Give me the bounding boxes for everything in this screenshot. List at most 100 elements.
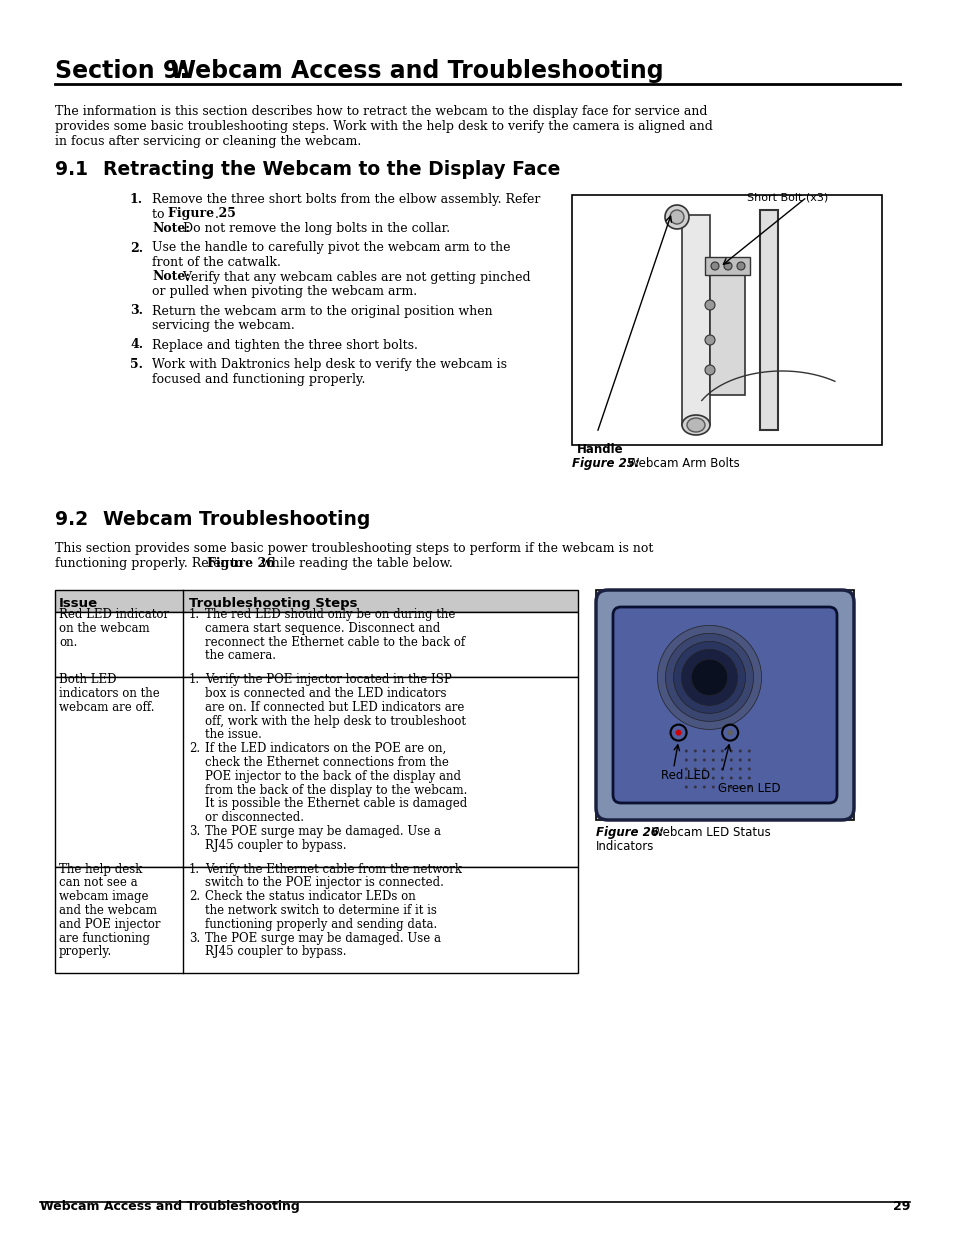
- Text: while reading the table below.: while reading the table below.: [257, 557, 453, 569]
- Text: front of the catwalk.: front of the catwalk.: [152, 256, 280, 269]
- Circle shape: [680, 650, 737, 705]
- Bar: [55, 867, 578, 973]
- Circle shape: [684, 785, 687, 788]
- Bar: [760, 210, 778, 430]
- Text: 2.: 2.: [189, 890, 200, 903]
- Text: from the back of the display to the webcam.: from the back of the display to the webc…: [205, 783, 467, 797]
- Circle shape: [704, 335, 714, 345]
- Text: Webcam Arm Bolts: Webcam Arm Bolts: [623, 457, 739, 471]
- Text: can not see a: can not see a: [59, 877, 137, 889]
- Text: Red LED indicator: Red LED indicator: [59, 608, 169, 621]
- Text: 29: 29: [892, 1200, 909, 1213]
- Circle shape: [720, 777, 723, 779]
- Text: Section 9:: Section 9:: [55, 59, 189, 83]
- Bar: [704, 257, 749, 275]
- Circle shape: [702, 758, 705, 762]
- Text: off, work with the help desk to troubleshoot: off, work with the help desk to troubles…: [205, 715, 465, 727]
- Circle shape: [729, 785, 732, 788]
- Text: 3.: 3.: [189, 931, 200, 945]
- Circle shape: [693, 767, 696, 771]
- Circle shape: [720, 758, 723, 762]
- Text: Note:: Note:: [152, 270, 190, 284]
- Text: It is possible the Ethernet cable is damaged: It is possible the Ethernet cable is dam…: [205, 798, 467, 810]
- Text: in focus after servicing or cleaning the webcam.: in focus after servicing or cleaning the…: [55, 135, 361, 148]
- Text: and the webcam: and the webcam: [59, 904, 157, 918]
- Circle shape: [738, 758, 741, 762]
- Circle shape: [711, 785, 714, 788]
- Circle shape: [664, 205, 688, 228]
- Text: This section provides some basic power troubleshooting steps to perform if the w: This section provides some basic power t…: [55, 542, 653, 555]
- Text: Webcam Access and Troubleshooting: Webcam Access and Troubleshooting: [170, 59, 663, 83]
- Text: camera start sequence. Disconnect and: camera start sequence. Disconnect and: [205, 621, 439, 635]
- Text: switch to the POE injector is connected.: switch to the POE injector is connected.: [205, 877, 443, 889]
- Text: webcam are off.: webcam are off.: [59, 700, 154, 714]
- Text: The POE surge may be damaged. Use a: The POE surge may be damaged. Use a: [205, 825, 440, 839]
- Circle shape: [738, 785, 741, 788]
- Bar: [55, 590, 578, 613]
- Text: RJ45 coupler to bypass.: RJ45 coupler to bypass.: [205, 946, 346, 958]
- Text: check the Ethernet connections from the: check the Ethernet connections from the: [205, 756, 449, 769]
- Circle shape: [702, 777, 705, 779]
- Circle shape: [704, 366, 714, 375]
- Circle shape: [711, 750, 714, 752]
- Text: Work with Daktronics help desk to verify the webcam is: Work with Daktronics help desk to verify…: [152, 358, 506, 370]
- Circle shape: [720, 767, 723, 771]
- Text: 2.: 2.: [189, 742, 200, 755]
- Circle shape: [711, 767, 714, 771]
- Text: Figure 26: Figure 26: [207, 557, 274, 569]
- Circle shape: [711, 758, 714, 762]
- Circle shape: [710, 262, 719, 270]
- Text: 3.: 3.: [189, 825, 200, 839]
- Text: 9.2: 9.2: [55, 510, 88, 529]
- Circle shape: [738, 767, 741, 771]
- Text: Verify that any webcam cables are not getting pinched: Verify that any webcam cables are not ge…: [179, 270, 530, 284]
- Text: 3.: 3.: [130, 305, 143, 317]
- Text: are functioning: are functioning: [59, 931, 150, 945]
- Circle shape: [675, 730, 680, 736]
- Text: Verify the POE injector located in the ISP: Verify the POE injector located in the I…: [205, 673, 452, 687]
- Circle shape: [726, 730, 733, 736]
- Text: focused and functioning properly.: focused and functioning properly.: [152, 373, 365, 385]
- FancyBboxPatch shape: [596, 590, 853, 820]
- Text: webcam image: webcam image: [59, 890, 149, 903]
- Text: Webcam Access and Troubleshooting: Webcam Access and Troubleshooting: [40, 1200, 299, 1213]
- Circle shape: [747, 785, 750, 788]
- Text: reconnect the Ethernet cable to the back of: reconnect the Ethernet cable to the back…: [205, 636, 465, 648]
- Circle shape: [702, 767, 705, 771]
- Circle shape: [673, 641, 744, 714]
- Text: to: to: [152, 207, 169, 221]
- Text: Note:: Note:: [152, 222, 190, 235]
- Text: Retracting the Webcam to the Display Face: Retracting the Webcam to the Display Fac…: [103, 161, 559, 179]
- Circle shape: [729, 758, 732, 762]
- Bar: [709, 275, 744, 395]
- Circle shape: [702, 750, 705, 752]
- Text: The POE surge may be damaged. Use a: The POE surge may be damaged. Use a: [205, 931, 440, 945]
- Text: functioning properly and sending data.: functioning properly and sending data.: [205, 918, 436, 931]
- Text: are on. If connected but LED indicators are: are on. If connected but LED indicators …: [205, 700, 464, 714]
- Text: the network switch to determine if it is: the network switch to determine if it is: [205, 904, 436, 918]
- Text: Replace and tighten the three short bolts.: Replace and tighten the three short bolt…: [152, 338, 417, 352]
- Circle shape: [669, 210, 683, 224]
- Text: Indicators: Indicators: [596, 840, 654, 853]
- Text: If the LED indicators on the POE are on,: If the LED indicators on the POE are on,: [205, 742, 446, 755]
- Text: The red LED should only be on during the: The red LED should only be on during the: [205, 608, 455, 621]
- Text: or pulled when pivoting the webcam arm.: or pulled when pivoting the webcam arm.: [152, 285, 416, 298]
- Circle shape: [693, 758, 696, 762]
- Circle shape: [729, 750, 732, 752]
- Text: The information is this section describes how to retract the webcam to the displ: The information is this section describe…: [55, 105, 707, 119]
- Circle shape: [684, 750, 687, 752]
- Text: Green LED: Green LED: [718, 782, 780, 794]
- Text: Webcam LED Status: Webcam LED Status: [647, 826, 770, 839]
- Circle shape: [738, 750, 741, 752]
- Circle shape: [684, 777, 687, 779]
- Circle shape: [747, 750, 750, 752]
- Circle shape: [693, 750, 696, 752]
- Circle shape: [738, 777, 741, 779]
- Text: POE injector to the back of the display and: POE injector to the back of the display …: [205, 769, 460, 783]
- Text: Use the handle to carefully pivot the webcam arm to the: Use the handle to carefully pivot the we…: [152, 242, 510, 254]
- Text: 2.: 2.: [130, 242, 143, 254]
- Text: The help desk: The help desk: [59, 862, 142, 876]
- Circle shape: [657, 625, 760, 730]
- Text: Red LED: Red LED: [659, 768, 709, 782]
- Bar: [55, 613, 578, 677]
